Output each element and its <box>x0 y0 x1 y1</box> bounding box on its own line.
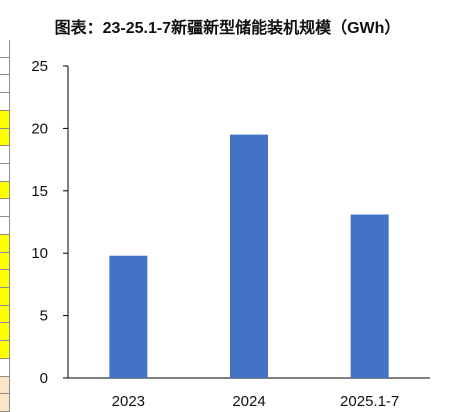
strip-cell <box>0 40 10 58</box>
bar-2023 <box>109 255 148 378</box>
strip-cell <box>0 270 10 288</box>
strip-cell <box>0 181 10 200</box>
strip-cell <box>0 234 10 253</box>
bar-2024 <box>230 134 268 378</box>
strip-cell <box>0 57 10 76</box>
y-tick-label: 25 <box>31 58 48 75</box>
strip-cell <box>0 217 10 235</box>
strip-cell <box>0 323 10 342</box>
bar-2025.1-7 <box>350 214 389 378</box>
strip-cell <box>0 394 10 412</box>
strip-cell <box>0 358 10 377</box>
left-table-strip <box>0 40 10 412</box>
strip-cell <box>0 75 10 94</box>
x-tick-label: 2023 <box>112 393 145 410</box>
chart-title: 图表：23-25.1-7新疆新型储能装机规模（GWh） <box>54 20 401 37</box>
y-tick-label: 20 <box>31 120 48 137</box>
strip-cell <box>0 305 10 324</box>
strip-cell <box>0 288 10 306</box>
y-tick-label: 15 <box>31 183 48 200</box>
strip-cell <box>0 110 10 129</box>
x-tick-label: 2024 <box>232 393 265 410</box>
strip-cell <box>0 93 10 111</box>
y-ticks: 0 5 10 15 20 25 <box>31 58 68 387</box>
x-tick-label: 2025.1-7 <box>340 393 399 410</box>
strip-cell <box>0 341 10 359</box>
strip-cell <box>0 146 10 164</box>
strip-cell <box>0 376 10 395</box>
strip-cell <box>0 252 10 271</box>
strip-cell <box>0 199 10 218</box>
y-tick-label: 10 <box>31 245 48 262</box>
strip-cell <box>0 128 10 147</box>
y-tick-label: 0 <box>40 370 48 387</box>
y-tick-label: 5 <box>40 308 48 325</box>
bars <box>109 134 389 378</box>
strip-cell <box>0 164 10 182</box>
x-ticks: 2023 2024 2025.1-7 <box>112 393 400 410</box>
